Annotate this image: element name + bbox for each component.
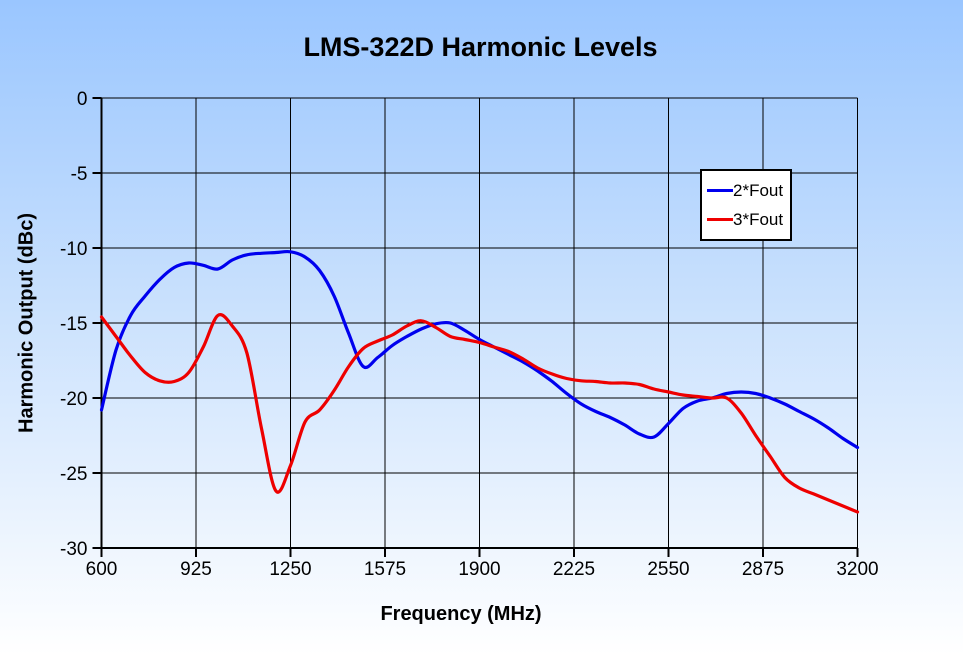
y-tick-label: -20 [60, 389, 87, 410]
x-tick-label: 600 [86, 559, 118, 580]
series-line-2fout [99, 249, 860, 450]
x-tick-label: 2550 [647, 559, 689, 580]
y-tick-label: -15 [60, 314, 87, 335]
legend-item-3fout: 3*Fout [707, 211, 790, 228]
legend-label-3fout: 3*Fout [733, 209, 784, 229]
legend-line-3fout [707, 217, 733, 221]
legend-line-2fout [707, 189, 733, 193]
y-tick-label: -5 [71, 164, 88, 185]
tick-labels: 600 925 1250 1575 1900 2225 2550 2875 3200 0 -5 -10… [60, 89, 879, 580]
axis-ticks [92, 97, 859, 557]
x-tick-label: 2225 [553, 559, 595, 580]
x-axis-title: Frequency (MHz) [380, 603, 542, 625]
x-tick-label: 1250 [269, 559, 311, 580]
axis-lines [100, 98, 858, 549]
y-axis-title: Harmonic Output (dBc) [15, 213, 38, 433]
x-tick-label: 1575 [364, 559, 406, 580]
y-tick-label: -25 [60, 464, 87, 485]
y-tick-label: -30 [60, 539, 87, 560]
x-tick-label: 2875 [742, 559, 784, 580]
chart-title: LMS-322D Harmonic Levels [303, 32, 658, 62]
gridlines [101, 97, 858, 549]
data-series [99, 249, 860, 514]
x-tick-label: 3200 [836, 559, 878, 580]
x-tick-label: 925 [180, 559, 212, 580]
legend-box: 2*Fout 3*Fout [700, 169, 792, 241]
legend-label-2fout: 2*Fout [733, 181, 784, 201]
y-tick-label: 0 [77, 89, 88, 110]
x-tick-label: 1900 [458, 559, 500, 580]
legend-item-2fout: 2*Fout [707, 182, 790, 199]
y-tick-label: -10 [60, 239, 87, 260]
series-line-3fout [99, 313, 860, 514]
